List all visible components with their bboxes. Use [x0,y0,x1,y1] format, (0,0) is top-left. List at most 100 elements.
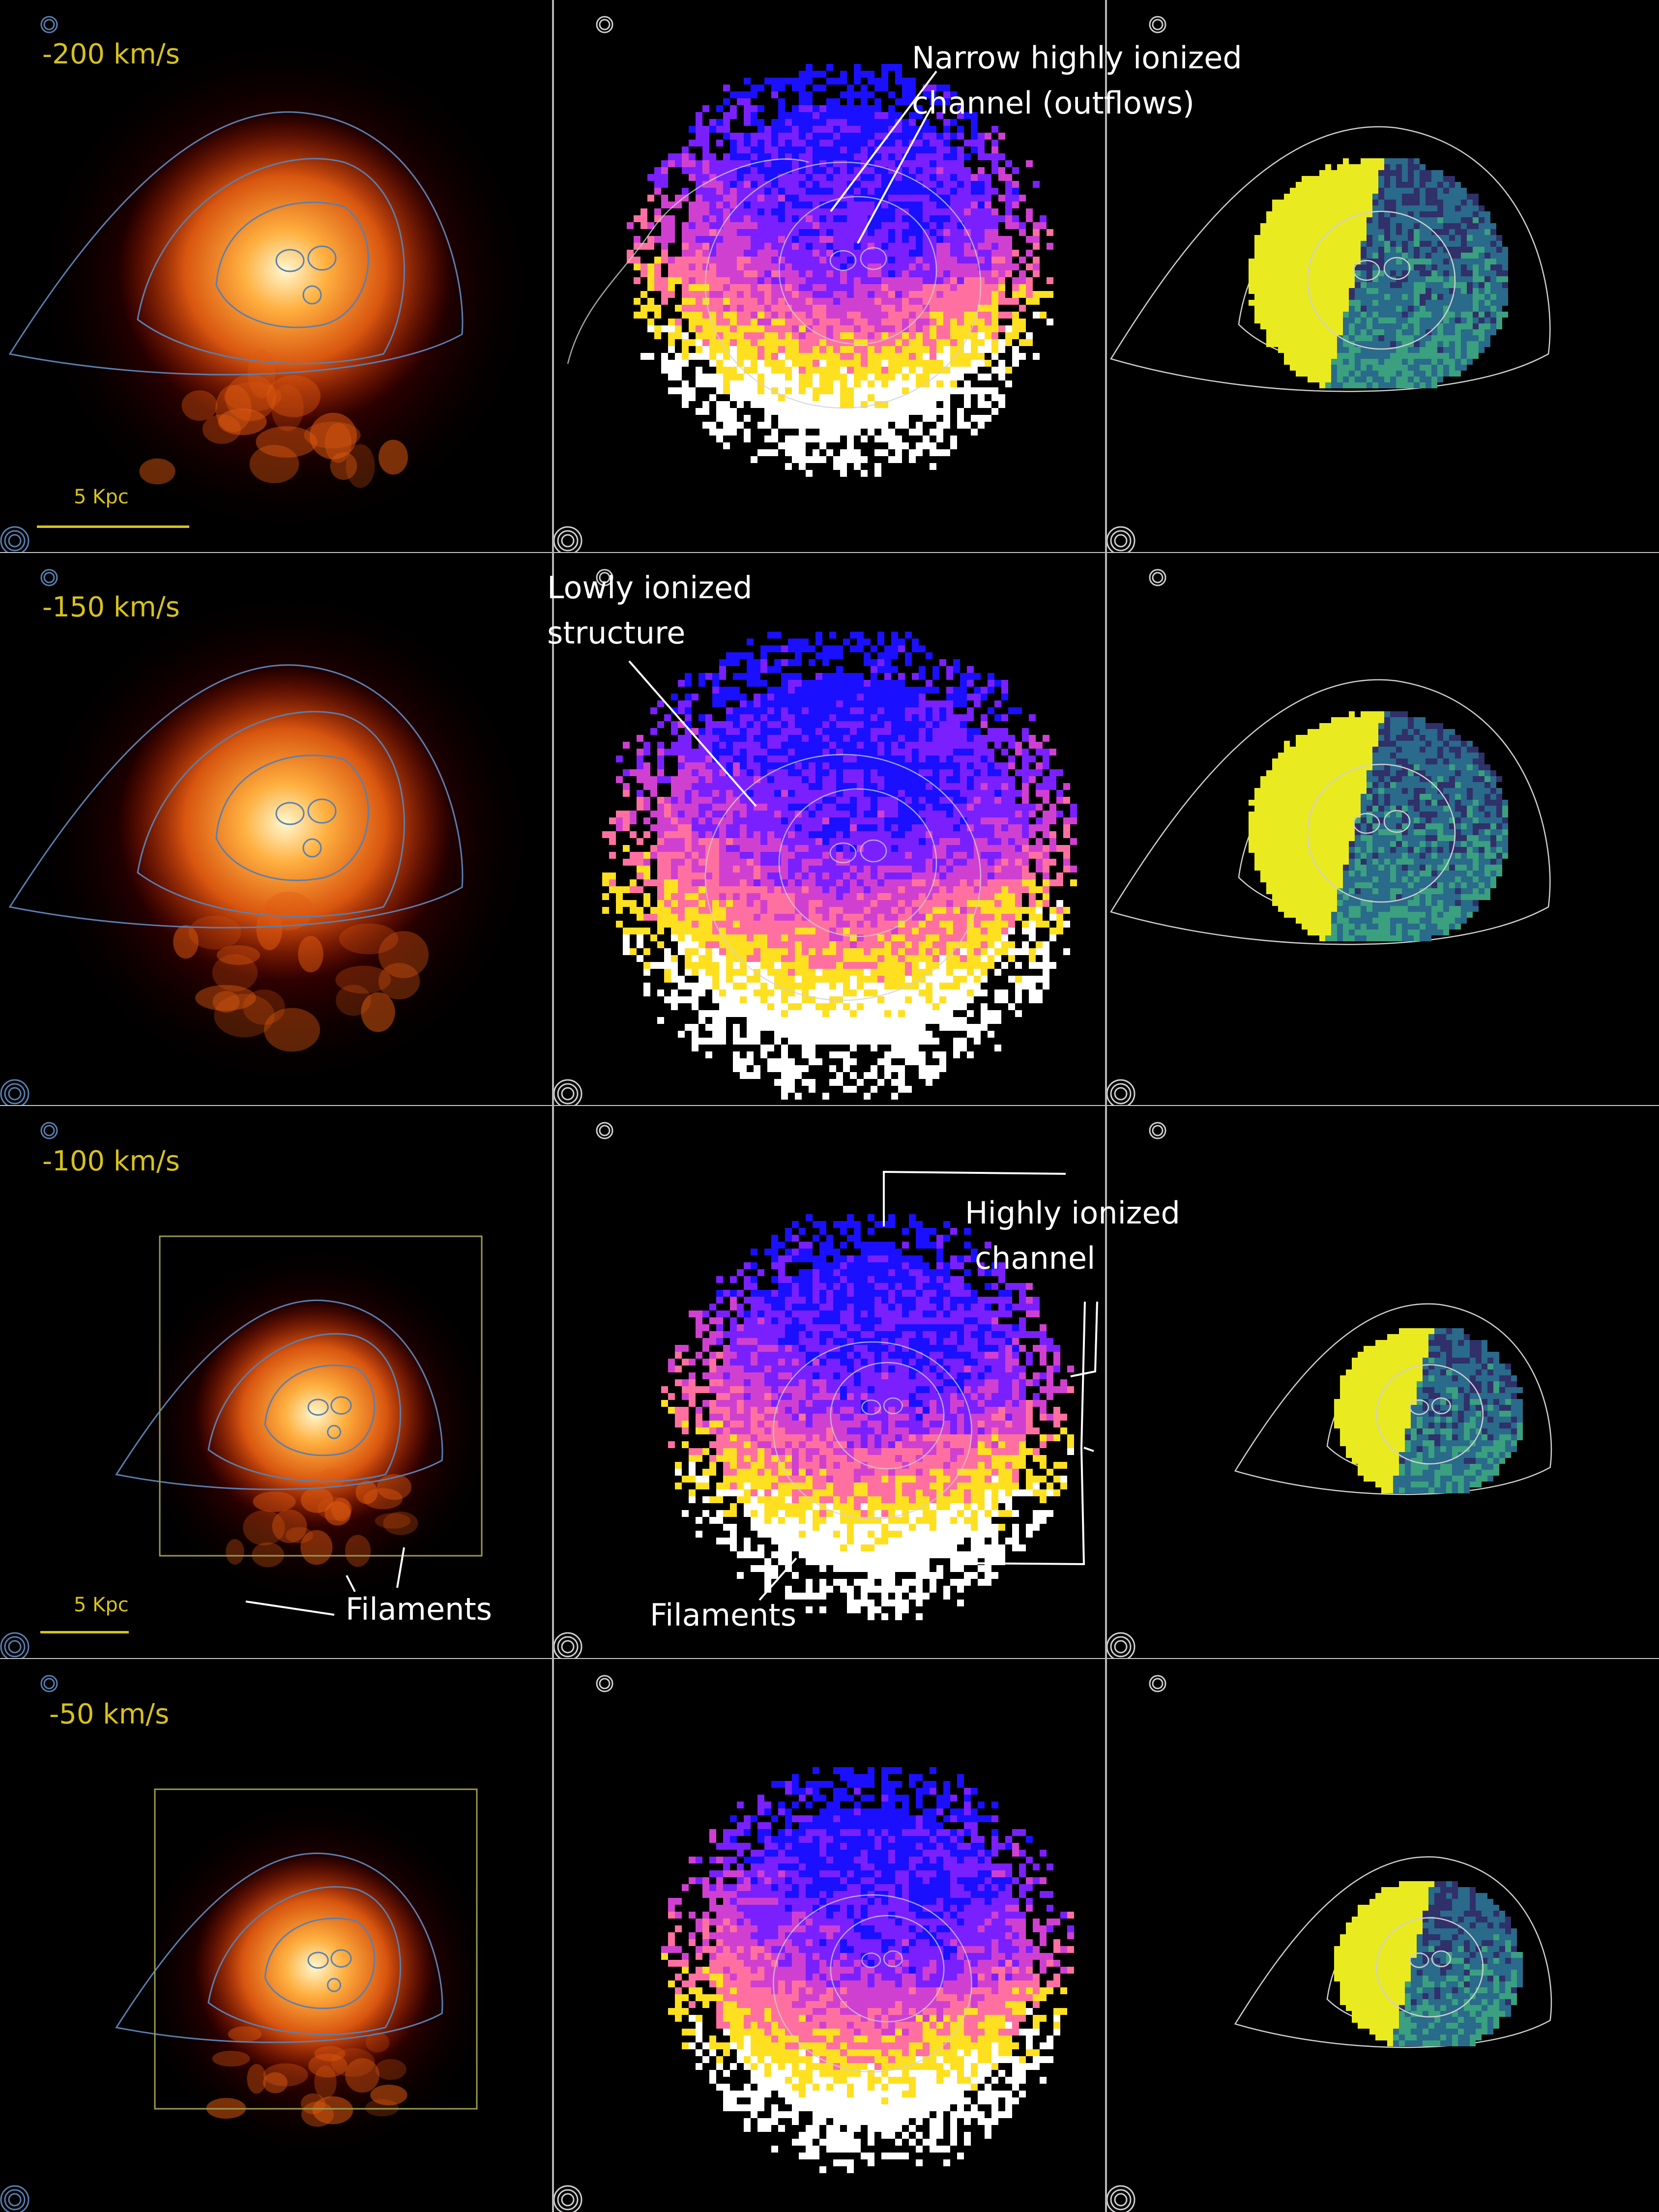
filament-blob [317,1497,352,1520]
filament-blob [212,990,240,1013]
panel-image [0,569,541,1106]
velocity-label-row3: -100 km/s [42,1145,180,1177]
filament-blob [377,1474,412,1500]
panel-row1-left [0,0,553,553]
annotation-narrow-channel-line1: Narrow highly ionized [912,40,1242,76]
filament-blob [212,2050,250,2067]
filament-blob [335,965,391,994]
filament-blob [339,923,399,955]
annotation-highly-ionized-line2: channel [975,1240,1096,1276]
scale-bar-label-row1: 5 Kpc [74,486,129,508]
filament-blob [331,1497,351,1522]
beam-marker [1106,16,1166,553]
panel-image [1106,1122,1552,1659]
contour-lines [8,664,464,929]
panel-row3-right [1106,1106,1659,1659]
filament-blob [330,452,357,480]
beam-marker [553,569,613,1106]
filament-blob [324,1501,351,1526]
filament-blob [256,907,283,950]
ionization-ratio-map [1249,711,1508,941]
filament-blob [331,2048,375,2077]
panel-image [0,1122,499,1659]
filament-blob [308,2053,348,2078]
beam-marker [553,16,613,553]
panel-row2-right [1106,553,1659,1106]
panel-row1-middle [553,0,1106,553]
ionization-map [661,1767,1074,2173]
filament-blob [345,1535,371,1567]
panel-row4-right [1106,1659,1659,2212]
filament-blob [226,1539,244,1565]
panel-image [553,569,1077,1106]
filament-blob [301,2101,334,2127]
filament-blob [345,2058,379,2093]
panel-image [1106,569,1551,1106]
annotation-highly-ionized: Highly ionized channel [965,1191,1180,1281]
filament-blob [286,1527,313,1543]
filament-blob [361,992,395,1032]
column-divider [552,0,554,2212]
filament-blob [300,1487,334,1513]
beam-marker [1106,1675,1166,2212]
ionization-ratio-map [1249,158,1508,388]
panel-row4-left [0,1659,553,2212]
filament-blob [228,2026,262,2042]
beam-marker [0,16,58,553]
ionization-ratio-map [1334,1328,1523,1493]
panel-image [1106,1675,1552,2212]
field-box [154,1788,478,2110]
contour-lines [115,1852,443,2043]
filament-blob [375,1513,411,1529]
filament-blob [263,1008,320,1052]
filament-blob [256,426,318,458]
filament-blob [252,1542,284,1568]
panel-image [1106,16,1551,553]
filament-blob [243,990,285,1025]
filament-blob [139,458,175,485]
scale-bar-row1 [37,525,189,528]
beam-marker [0,569,58,1106]
velocity-label-row2: -150 km/s [42,591,180,623]
panel-row3-left [0,1106,553,1659]
filament-blob [378,962,420,1000]
filament-blob [314,2046,346,2062]
filament-blob [375,2059,407,2080]
beam-marker [553,1675,613,2212]
panel-row4-middle [553,1659,1106,2212]
panel-row2-middle [553,553,1106,1106]
filament-blob [216,945,261,965]
inner-contours [1307,210,1456,350]
inner-contours [1307,763,1456,903]
filament-blob [202,414,241,444]
filament-blob [272,1510,307,1543]
panel-row1-right [1106,0,1659,553]
filament-blob [243,1510,285,1545]
panel-image [0,1675,499,2212]
filament-blob [263,2072,288,2094]
panel-row3-middle [553,1106,1106,1659]
filament-blob [346,444,375,488]
beam-marker [0,1122,58,1659]
filament-blob [378,931,429,978]
panel-image [553,1122,1074,1659]
ionization-map [602,632,1077,1100]
annotation-lowly-ionized-line2: structure [547,615,686,651]
contour-lines [115,1299,443,1490]
filament-blob [355,1481,378,1504]
beam-marker [553,1122,613,1659]
contour-lines [704,754,982,1001]
annotation-filaments-left: Filaments [346,1591,493,1627]
beam-marker [1106,1122,1166,1659]
annotation-lowly-ionized: Lowly ionized structure [547,565,752,656]
inner-contours [1376,1917,1484,2018]
filament-blob [214,993,275,1038]
scale-bar-label-row3: 5 Kpc [74,1594,129,1616]
filament-blob [264,891,313,931]
beam-marker [1106,569,1166,1106]
velocity-label-row4: -50 km/s [49,1698,170,1730]
filament-blob [370,2085,407,2105]
outer-contour [567,158,809,364]
ionization-map [627,64,1053,477]
